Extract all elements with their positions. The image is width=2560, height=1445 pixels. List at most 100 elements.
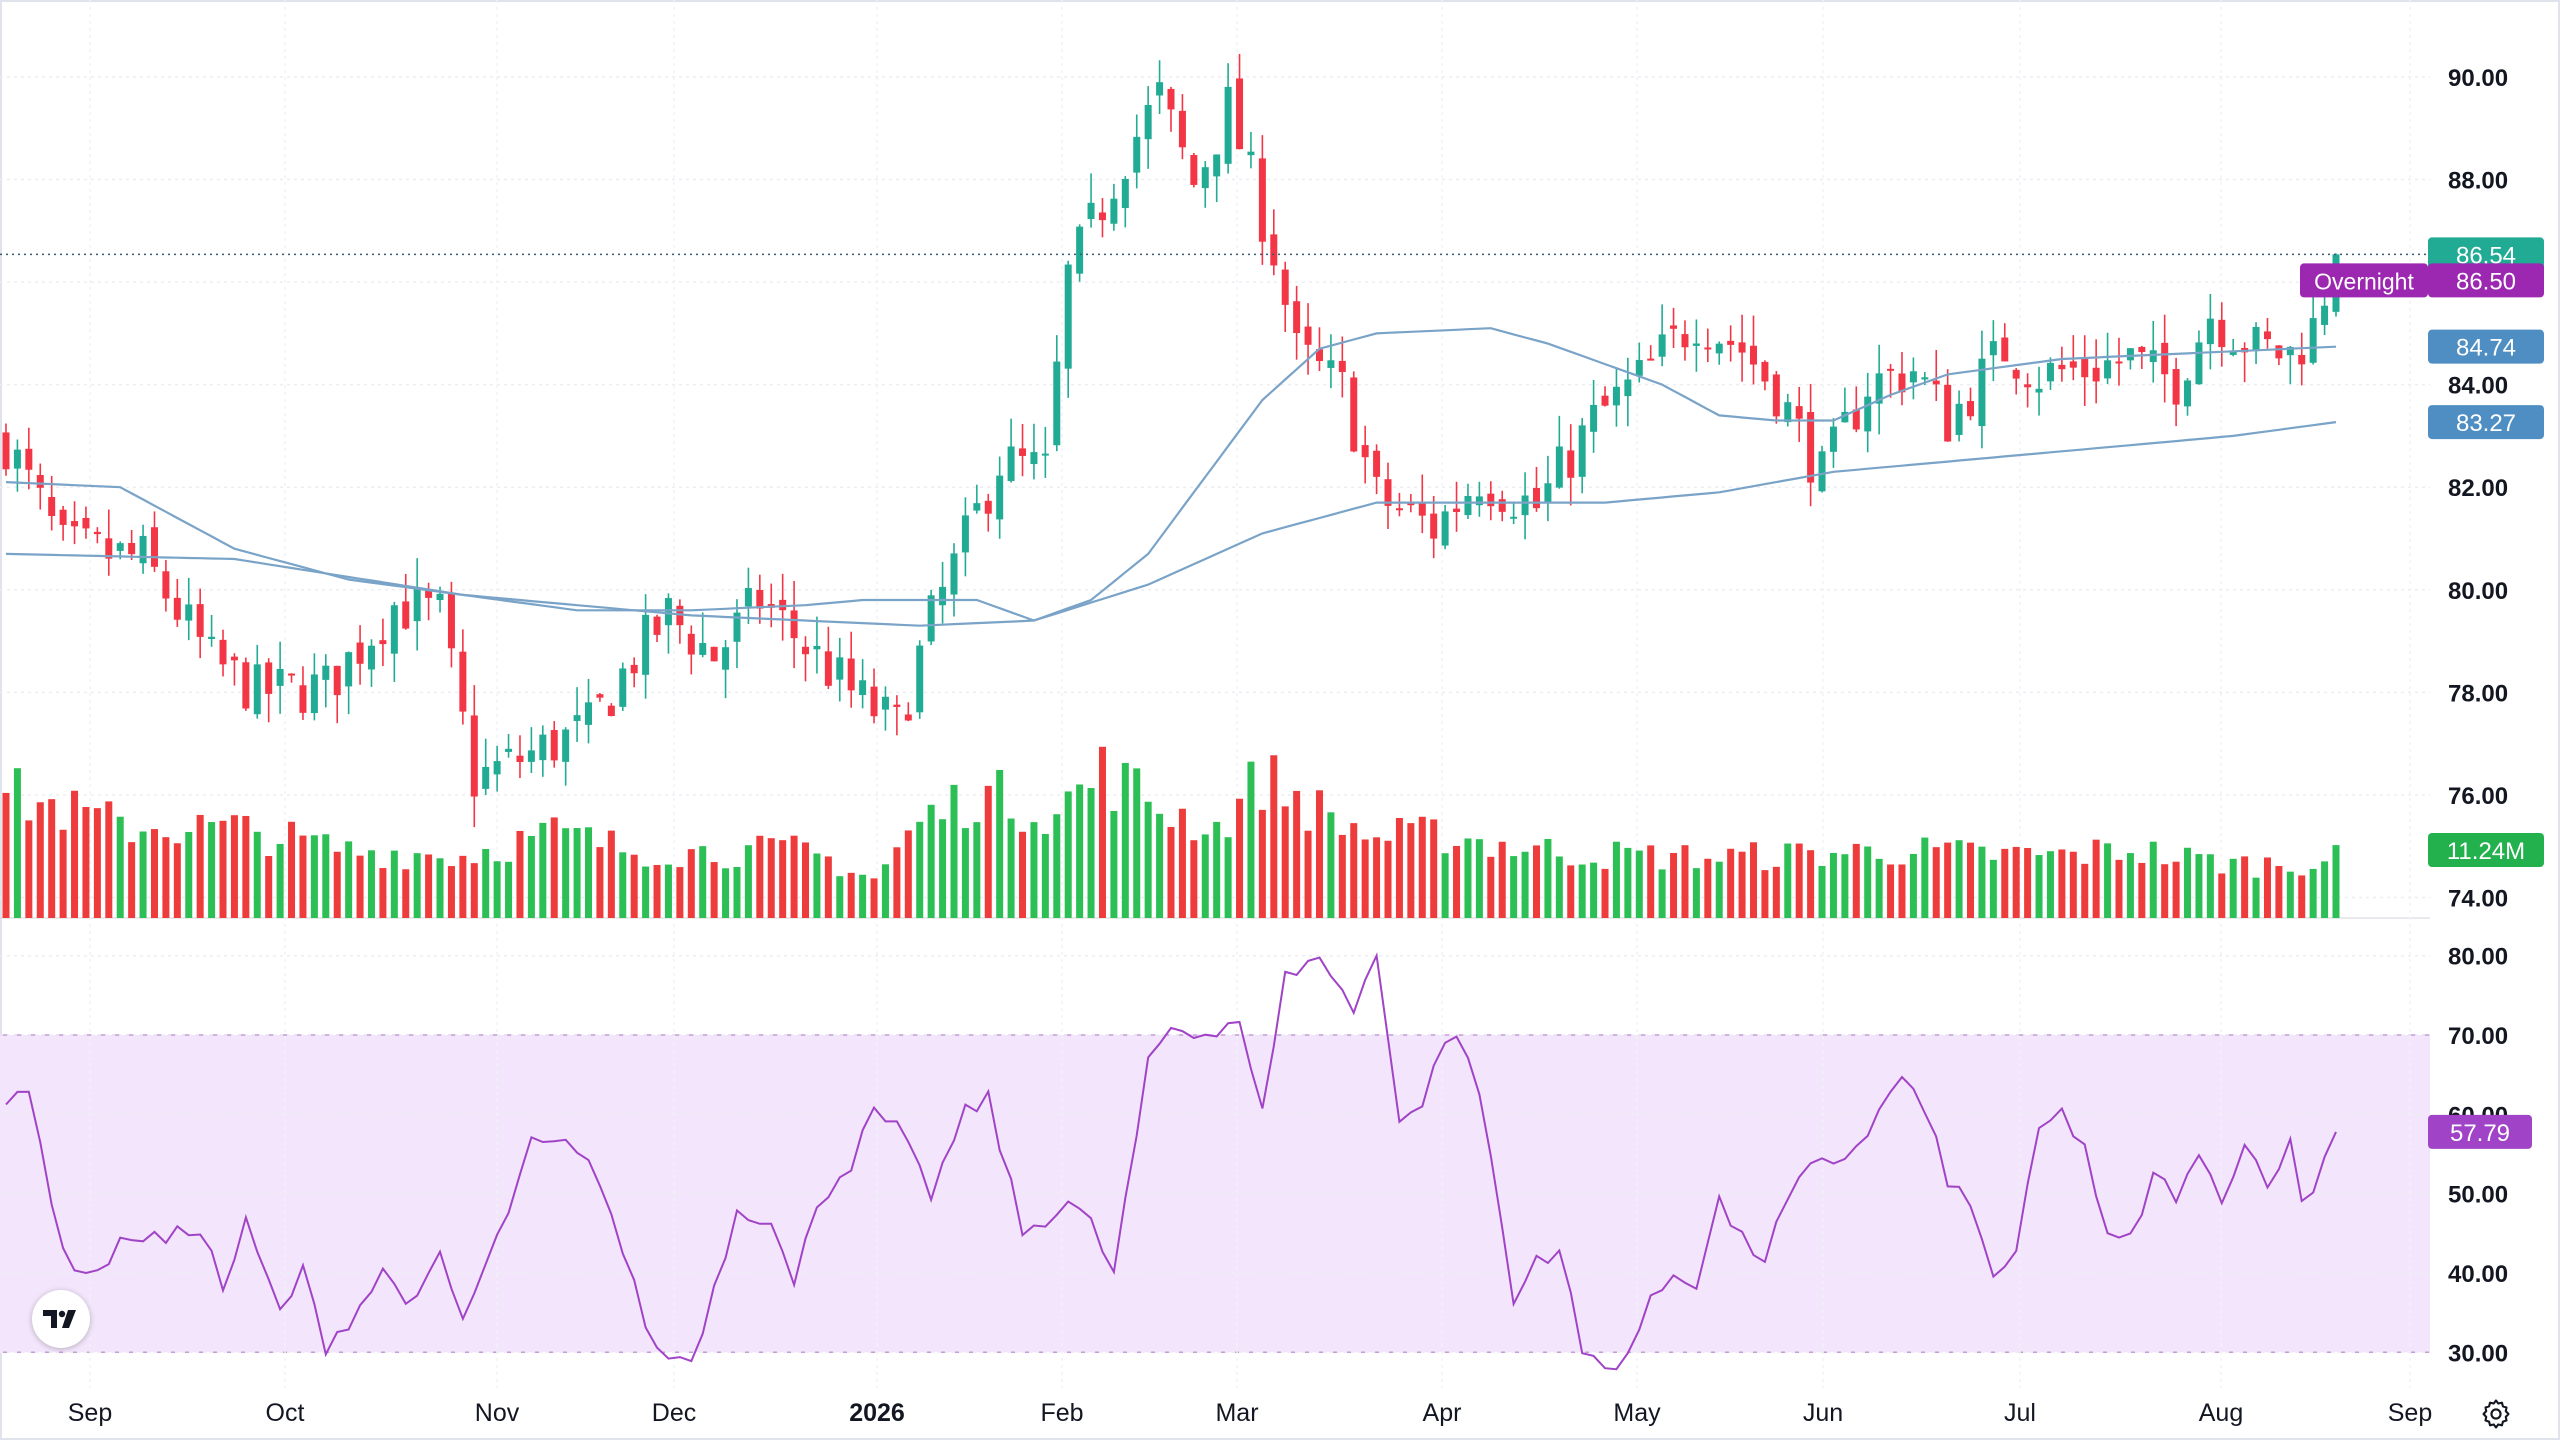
candle-body bbox=[1144, 104, 1152, 140]
candle-body bbox=[1692, 343, 1700, 346]
volume-bar bbox=[2309, 868, 2317, 918]
volume-bar bbox=[1121, 762, 1129, 918]
volume-bar bbox=[2321, 861, 2329, 918]
candle-body bbox=[2115, 361, 2123, 364]
volume-bar bbox=[116, 816, 124, 918]
volume-bar bbox=[1704, 858, 1712, 918]
volume-bar bbox=[1658, 869, 1666, 918]
volume-bar bbox=[1875, 858, 1883, 918]
volume-bar bbox=[916, 821, 924, 918]
volume-bar bbox=[208, 822, 216, 918]
candle-body bbox=[2, 432, 10, 470]
candle-body bbox=[1487, 493, 1495, 507]
volume-bar bbox=[2046, 851, 2054, 918]
volume-bar bbox=[1007, 818, 1015, 918]
candle-body bbox=[527, 750, 535, 762]
price-tick-label: 74.00 bbox=[2448, 885, 2508, 912]
candle-body bbox=[390, 605, 398, 654]
volume-bar bbox=[1590, 862, 1598, 918]
candle-body bbox=[402, 601, 410, 629]
candle-body bbox=[173, 597, 181, 620]
volume-bar bbox=[2263, 857, 2271, 918]
volume-bar bbox=[1384, 840, 1392, 918]
candle-body bbox=[1178, 110, 1186, 148]
volume-bar bbox=[288, 821, 296, 918]
volume-bar bbox=[59, 829, 67, 918]
volume-bar bbox=[13, 768, 21, 918]
candle-body bbox=[2024, 384, 2032, 388]
candle-body bbox=[1361, 445, 1369, 458]
candle-body bbox=[824, 651, 832, 686]
candle-body bbox=[2126, 348, 2134, 361]
candle-body bbox=[2161, 342, 2169, 375]
volume-bar bbox=[859, 874, 867, 918]
volume-bar bbox=[1772, 866, 1780, 918]
candle-body bbox=[1624, 379, 1632, 397]
candle-body bbox=[950, 553, 958, 595]
time-tick-label: Apr bbox=[1423, 1399, 1462, 1427]
price-tick-label: 82.00 bbox=[2448, 475, 2508, 502]
candle-body bbox=[139, 535, 147, 564]
candle-body bbox=[367, 645, 375, 670]
candle-body bbox=[1098, 212, 1106, 221]
time-tick-label: Mar bbox=[1215, 1399, 1258, 1427]
volume-bar bbox=[2241, 856, 2249, 918]
volume-bar bbox=[1418, 816, 1426, 918]
candle-body bbox=[310, 674, 318, 714]
candle-body bbox=[1236, 78, 1244, 150]
candle-body bbox=[48, 496, 56, 517]
candle-body bbox=[596, 694, 604, 698]
volume-bar bbox=[219, 820, 227, 918]
volume-bar bbox=[1304, 830, 1312, 918]
candle-body bbox=[505, 748, 513, 752]
candle-body bbox=[2058, 364, 2066, 370]
time-tick-label: Dec bbox=[652, 1399, 696, 1427]
candle-body bbox=[881, 696, 889, 710]
volume-bar bbox=[1098, 746, 1106, 918]
volume-bar bbox=[1019, 831, 1027, 918]
candle-body bbox=[870, 686, 878, 717]
candle-body bbox=[2218, 319, 2226, 348]
candle-body bbox=[2275, 345, 2283, 359]
volume-bar bbox=[1532, 845, 1540, 918]
candle-body bbox=[71, 521, 79, 527]
candle-body bbox=[2195, 342, 2203, 385]
candle-body bbox=[1704, 347, 1712, 350]
candle-body bbox=[1544, 483, 1552, 504]
candle-body bbox=[2149, 350, 2157, 363]
chart-settings-gear-icon[interactable] bbox=[2474, 1392, 2518, 1436]
volume-bar bbox=[516, 830, 524, 918]
candle-body bbox=[482, 766, 490, 789]
volume-bar bbox=[150, 829, 158, 918]
volume-bar bbox=[562, 828, 570, 918]
volume-bar bbox=[813, 853, 821, 918]
rsi-value-label: 57.79 bbox=[2450, 1120, 2510, 1147]
volume-bar bbox=[1864, 846, 1872, 918]
volume-bar bbox=[36, 802, 44, 918]
candle-body bbox=[1761, 361, 1769, 382]
volume-bar bbox=[630, 854, 638, 918]
candle-body bbox=[516, 755, 524, 763]
volume-bar bbox=[1224, 837, 1232, 918]
candle-body bbox=[1612, 386, 1620, 406]
candle-body bbox=[847, 658, 855, 691]
volume-bar bbox=[1761, 870, 1769, 918]
volume-bar bbox=[322, 834, 330, 918]
candle-body bbox=[2001, 337, 2009, 362]
time-tick-label: Sep bbox=[68, 1399, 112, 1427]
volume-bar bbox=[2298, 875, 2306, 918]
volume-bar bbox=[870, 878, 878, 918]
volume-bar bbox=[619, 852, 627, 918]
candle-body bbox=[2172, 369, 2180, 405]
candle-body bbox=[1064, 264, 1072, 369]
candle-body bbox=[1567, 450, 1575, 478]
time-tick-label: Sep bbox=[2388, 1399, 2432, 1427]
tradingview-logo-icon[interactable] bbox=[32, 1290, 90, 1348]
volume-bar bbox=[1670, 852, 1678, 918]
volume-bar bbox=[1087, 788, 1095, 918]
candle-body bbox=[1190, 155, 1198, 185]
candle-body bbox=[253, 664, 261, 715]
candle-body bbox=[2092, 367, 2100, 382]
